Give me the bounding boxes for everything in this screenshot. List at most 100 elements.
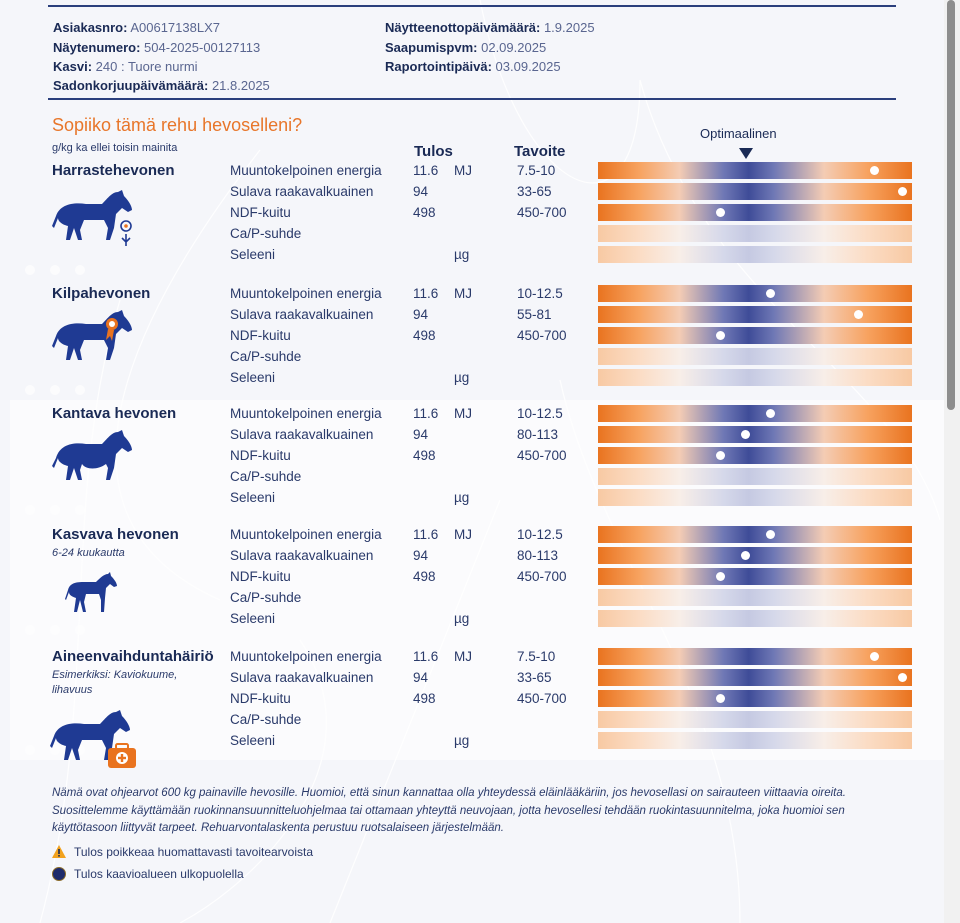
target-range: 33-65	[517, 184, 552, 199]
range-gauge-bar	[598, 610, 912, 627]
target-range: 33-65	[517, 670, 552, 685]
optimal-label: Optimaalinen	[700, 126, 777, 141]
nutrient-label: Muuntokelpoinen energia	[230, 649, 382, 664]
foal-icon	[64, 570, 124, 625]
nutrient-label: Muuntokelpoinen energia	[230, 527, 382, 542]
target-column-header: Tavoite	[514, 143, 566, 160]
leisure-horse-icon	[52, 188, 142, 253]
nutrient-label: NDF-kuitu	[230, 691, 291, 706]
nutrient-row: Sulava raakavalkuainen 94 55-81	[0, 306, 944, 326]
result-value: 498	[413, 205, 436, 220]
range-gauge-bar	[598, 648, 912, 665]
sampling-date: Näytteenottopäivämäärä: 1.9.2025	[385, 20, 595, 35]
nutrient-row: Ca/P-suhde	[0, 348, 944, 368]
nutrient-label: Seleeni	[230, 247, 276, 262]
range-gauge-bar	[598, 225, 912, 242]
result-value: 498	[413, 448, 436, 463]
range-gauge-bar	[598, 690, 912, 707]
result-value: 94	[413, 427, 429, 442]
result-column-header: Tulos	[414, 143, 453, 160]
result-value: 498	[413, 328, 436, 343]
result-value: 11.6	[413, 163, 439, 178]
nutrient-row: Ca/P-suhde	[0, 711, 944, 731]
nutrient-label: Sulava raakavalkuainen	[230, 670, 374, 685]
section-subtitle: Esimerkiksi: Kaviokuume, lihavuus	[52, 669, 178, 696]
range-gauge-bar	[598, 489, 912, 506]
result-marker	[741, 430, 751, 439]
legend-warning-text: Tulos poikkeaa huomattavasti tavoitearvo…	[74, 845, 314, 859]
target-range: 450-700	[517, 569, 567, 584]
section-name: Kantava hevonen	[52, 405, 177, 422]
range-gauge-bar	[598, 162, 912, 179]
section-title: Sopiiko tämä rehu hevoselleni?	[52, 115, 303, 135]
target-range: 10-12.5	[517, 286, 563, 301]
scrollbar[interactable]	[944, 0, 960, 923]
nutrient-row: Seleeni µg	[0, 246, 944, 266]
unit-label: MJ	[454, 163, 472, 178]
unit-note: g/kg ka ellei toisin mainita	[52, 142, 178, 154]
nutrient-row: Seleeni µg	[0, 610, 944, 630]
result-value: 94	[413, 184, 429, 199]
range-gauge-bar	[598, 285, 912, 302]
result-marker	[766, 530, 776, 539]
unit-label: µg	[454, 490, 470, 505]
nutrient-label: Sulava raakavalkuainen	[230, 184, 374, 199]
nutrient-row: Ca/P-suhde	[0, 468, 944, 488]
target-range: 450-700	[517, 691, 567, 706]
nutrient-label: Ca/P-suhde	[230, 226, 302, 241]
nutrient-row: NDF-kuitu 498 450-700	[0, 568, 944, 588]
result-value: 11.6	[413, 649, 439, 664]
nutrient-row: Ca/P-suhde	[0, 589, 944, 609]
section-subtitle: 6-24 kuukautta	[52, 547, 125, 559]
nutrient-label: Muuntokelpoinen energia	[230, 163, 382, 178]
result-marker	[869, 652, 879, 661]
target-range: 450-700	[517, 328, 567, 343]
result-value: 94	[413, 307, 429, 322]
unit-label: µg	[454, 247, 470, 262]
nutrient-row: Sulava raakavalkuainen 94 33-65	[0, 183, 944, 203]
result-marker	[898, 673, 908, 682]
section-name: Kasvava hevonen	[52, 526, 179, 543]
unit-label: µg	[454, 611, 470, 626]
range-gauge-bar	[598, 447, 912, 464]
nutrient-label: Seleeni	[230, 733, 276, 748]
scrollbar-thumb[interactable]	[947, 0, 955, 410]
result-marker	[715, 694, 725, 703]
target-range: 55-81	[517, 307, 552, 322]
range-gauge-bar	[598, 426, 912, 443]
result-marker	[766, 409, 776, 418]
nutrient-label: Ca/P-suhde	[230, 349, 302, 364]
result-value: 498	[413, 569, 436, 584]
nutrient-label: Sulava raakavalkuainen	[230, 548, 374, 563]
nutrient-label: Ca/P-suhde	[230, 469, 302, 484]
nutrient-row: Muuntokelpoinen energia 11.6 MJ 10-12.5	[0, 526, 944, 546]
target-range: 10-12.5	[517, 406, 563, 421]
range-gauge-bar	[598, 589, 912, 606]
result-value: 11.6	[413, 527, 439, 542]
competition-horse-icon	[52, 308, 142, 373]
range-gauge-bar	[598, 306, 912, 323]
range-gauge-bar	[598, 526, 912, 543]
result-marker	[715, 451, 725, 460]
range-gauge-bar	[598, 204, 912, 221]
nutrient-row: Seleeni µg	[0, 489, 944, 509]
pregnant-horse-icon	[52, 428, 142, 493]
target-range: 80-113	[517, 427, 559, 442]
nutrient-label: Seleeni	[230, 490, 276, 505]
range-gauge-bar	[598, 405, 912, 422]
nutrient-label: Ca/P-suhde	[230, 590, 302, 605]
nutrient-label: Sulava raakavalkuainen	[230, 307, 374, 322]
nutrient-row: NDF-kuitu 498 450-700	[0, 327, 944, 347]
nutrient-row: NDF-kuitu 498 450-700	[0, 204, 944, 224]
result-marker	[766, 289, 776, 298]
result-marker	[715, 208, 725, 217]
range-gauge-bar	[598, 732, 912, 749]
range-gauge-bar	[598, 568, 912, 585]
range-gauge-bar	[598, 547, 912, 564]
result-value: 11.6	[413, 286, 439, 301]
legend-circle-text: Tulos kaavioalueen ulkopuolella	[74, 867, 244, 881]
customer-number: Asiakasnro: A00617138LX7	[53, 20, 220, 35]
nutrient-row: Sulava raakavalkuainen 94 33-65	[0, 669, 944, 689]
unit-label: MJ	[454, 527, 472, 542]
